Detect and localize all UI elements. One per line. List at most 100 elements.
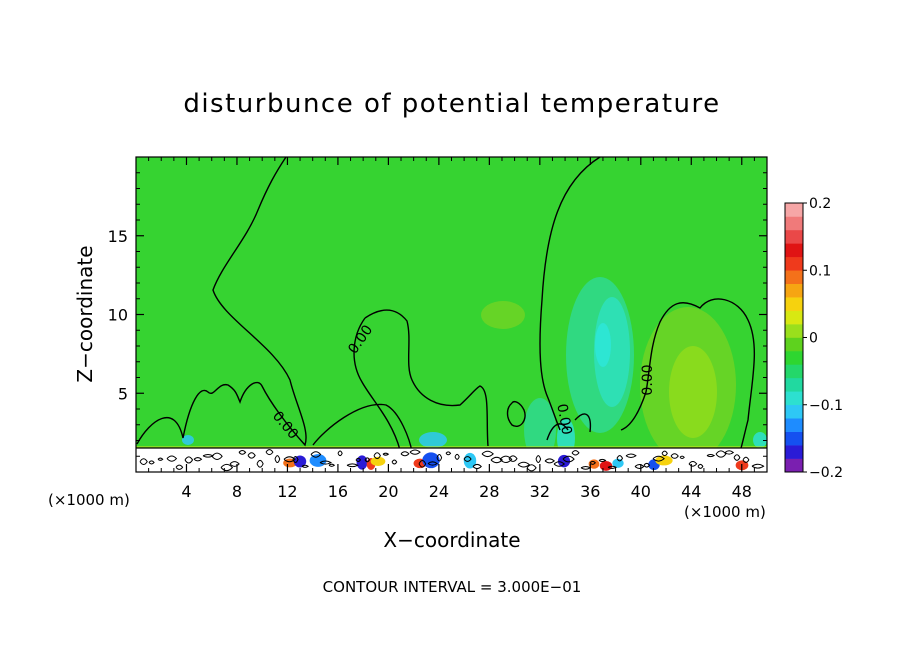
surface-contour (400, 451, 410, 457)
contour-interval-note: CONTOUR INTERVAL = 3.000E−01 (323, 578, 582, 596)
surface-contour (589, 460, 597, 465)
surface-contour (238, 449, 247, 455)
colorbar-swatch (785, 270, 803, 284)
surface-contour (139, 458, 148, 466)
surface-contour (427, 461, 438, 466)
surface-contour (697, 463, 704, 469)
zero-contour (539, 156, 601, 431)
surface-contour (337, 450, 343, 457)
field-shade-patch (669, 346, 717, 438)
colorbar-tick-label: 0 (809, 331, 818, 347)
x-tick-label: 8 (232, 482, 242, 501)
colorbar-swatch (785, 350, 803, 365)
y-tick-label: 15 (108, 227, 128, 246)
field-shade-patch (753, 432, 767, 448)
colorbar-swatch (785, 364, 803, 379)
surface-contour (247, 452, 256, 459)
colorbar-swatch (785, 216, 803, 231)
surface-contour (175, 464, 184, 470)
y-tick-label: 10 (108, 306, 128, 325)
surface-anomaly-spot (655, 455, 673, 466)
surface-contour (733, 454, 741, 461)
colorbar-swatch (785, 203, 803, 217)
surface-contour (670, 453, 679, 459)
zero-contour (353, 317, 401, 451)
y-tick-label: 5 (118, 384, 128, 403)
field-shade-patch (481, 301, 525, 329)
colorbar-swatch (785, 229, 803, 244)
x-tick-label: 4 (181, 482, 191, 501)
surface-anomaly-spot (370, 456, 386, 467)
surface-contour (463, 456, 472, 462)
surface-contour (616, 455, 624, 462)
surface-contour (481, 450, 494, 458)
surface-contour (544, 458, 555, 464)
surface-contour (283, 456, 296, 463)
colorbar-swatch (785, 256, 803, 271)
surface-contour (157, 457, 164, 461)
x-tick-label: 44 (681, 482, 701, 501)
surface-anomaly-spot (293, 455, 307, 468)
surface-contour (310, 451, 322, 458)
surface-contour (436, 454, 443, 462)
x-unit-right: (×1000 m) (684, 503, 766, 521)
surface-contour (391, 459, 398, 465)
surface-contour (265, 449, 274, 456)
surface-contour (625, 453, 637, 458)
surface-contour (679, 455, 685, 459)
colorbar-swatch (785, 458, 803, 473)
zero-contour (574, 413, 592, 433)
colorbar-swatch (785, 391, 803, 406)
zero-contour (546, 423, 569, 441)
surface-contour (661, 450, 668, 457)
colorbar-swatch (785, 337, 803, 352)
x-tick-label: 12 (277, 482, 297, 501)
x-tick-label: 40 (631, 482, 651, 501)
surface-contour (598, 458, 607, 462)
surface-anomaly-spot (356, 455, 368, 470)
surface-contour (526, 464, 537, 472)
surface-contour (643, 462, 651, 468)
colorbar-swatch (785, 324, 803, 338)
x-tick-label: 36 (580, 482, 600, 501)
colorbar-swatch (785, 445, 803, 459)
colorbar-swatch (785, 243, 803, 258)
surface-contour (751, 463, 765, 469)
plot-area: 0.000.000.000.00 (135, 156, 768, 473)
chart-title: disturbunce of potential temperature (183, 89, 720, 119)
x-tick-label: 28 (479, 482, 499, 501)
surface-contour (553, 461, 566, 467)
surface-contour (184, 456, 194, 464)
surface-contour (652, 455, 665, 462)
surface-contour (346, 463, 359, 468)
surface-contour (508, 455, 518, 462)
zero-contour (506, 401, 526, 427)
surface-contour (382, 452, 390, 456)
colorbar-swatch (785, 404, 803, 419)
y-axis-label: Z−coordinate (73, 245, 97, 382)
colorbar-tick-label: −0.1 (809, 398, 843, 414)
colorbar-tick-label: −0.2 (809, 465, 843, 481)
y-axis: 5 10 15 (108, 172, 767, 457)
x-tick-label: 32 (530, 482, 550, 501)
surface-contour (490, 456, 503, 464)
surface-contour (562, 455, 575, 463)
surface-contour (724, 450, 735, 455)
surface-contour (148, 460, 155, 465)
zero-contour (364, 309, 489, 447)
surface-contour (715, 450, 727, 458)
surface-contour (373, 452, 381, 460)
surface-contour (571, 450, 580, 456)
zero-contour (136, 156, 307, 447)
colorbar-swatch (785, 418, 803, 432)
surface-contour (292, 456, 299, 463)
field-shade-patch (595, 323, 611, 367)
surface-contour (418, 460, 427, 468)
surface-contour (193, 457, 203, 462)
surface-contour (742, 456, 750, 463)
colorbar-swatch (785, 377, 803, 392)
x-axis-label: X−coordinate (383, 528, 520, 552)
colorbar-swatch (785, 283, 803, 298)
x-axis: 4 8 12 16 20 24 28 32 36 40 44 48 (148, 157, 755, 501)
colorbar-swatch (785, 310, 803, 325)
